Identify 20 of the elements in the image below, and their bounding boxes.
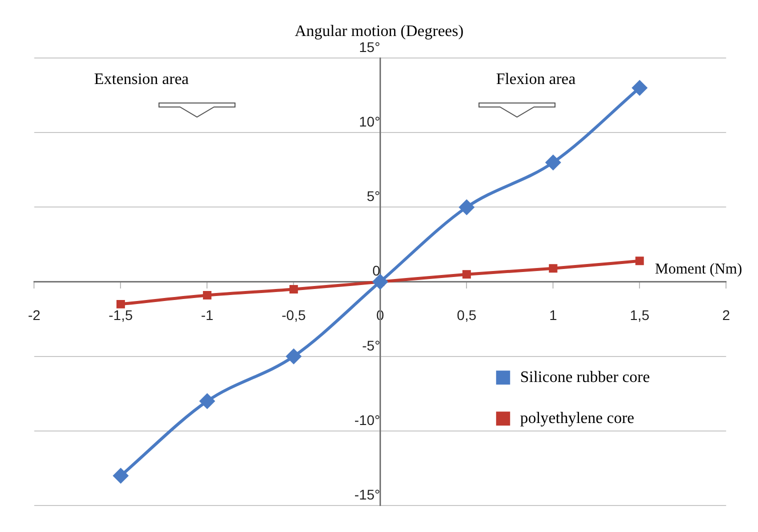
y-tick-label: 5° (366, 188, 380, 204)
legend-label: Silicone rubber core (520, 368, 650, 386)
x-tick-label: 1,5 (630, 307, 650, 324)
annotation: Extension area (94, 71, 189, 88)
x-tick-label: -1 (200, 307, 214, 324)
x-tick-label: -2 (28, 307, 41, 324)
x-tick-label: -1,5 (108, 307, 133, 324)
x-tick-label: 0,5 (456, 307, 477, 324)
legend-label: polyethylene core (520, 410, 634, 427)
y-tick-label: -15° (354, 486, 380, 502)
x-tick-label: -0,5 (282, 307, 306, 324)
y-tick-label: -10° (354, 412, 380, 428)
x-axis-title: Moment (Nm) (655, 262, 742, 278)
x-tick-label: 2 (722, 307, 730, 324)
annotation: Flexion area (496, 71, 576, 88)
x-tick-label: 1 (549, 307, 558, 324)
y-tick-label: 10° (358, 113, 380, 130)
y-tick-label: 15° (358, 38, 380, 55)
y-axis-title: Angular motion (Degrees) (294, 23, 464, 40)
y-tick-label: -5° (362, 337, 380, 354)
